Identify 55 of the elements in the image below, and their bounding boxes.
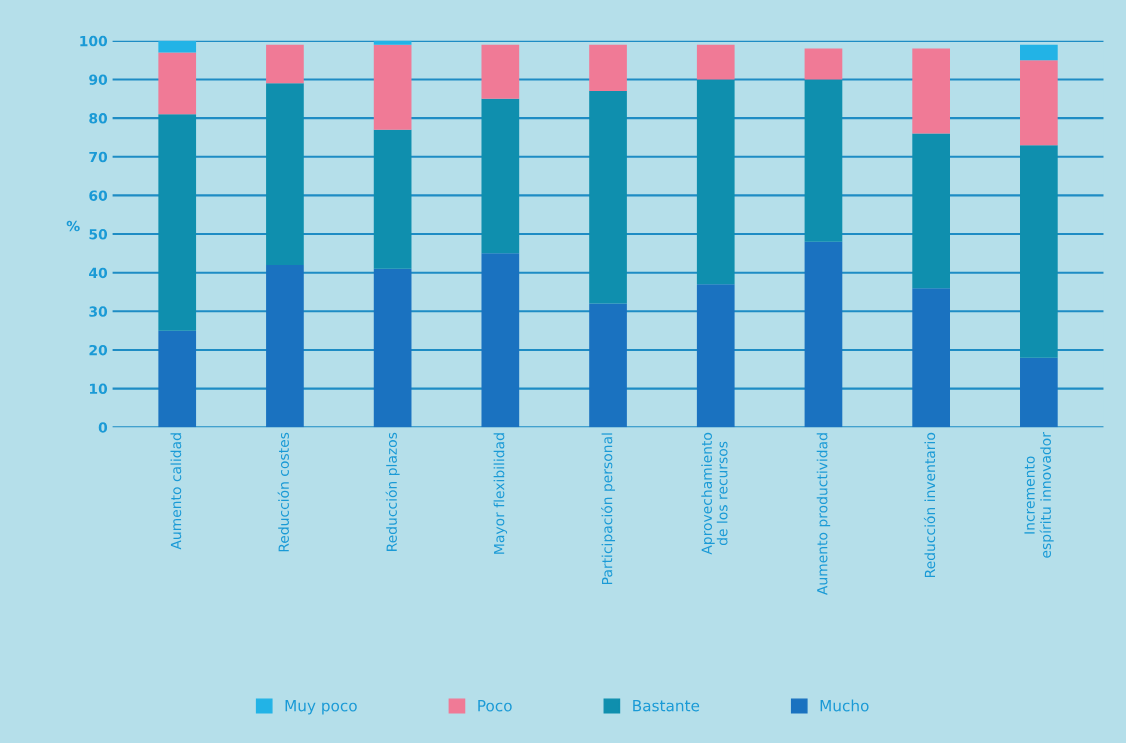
x-tick-label: Incremento espíritu innovador [1024, 432, 1054, 558]
legend-label: Muy poco [285, 700, 357, 715]
legend-label: Poco [478, 700, 512, 712]
y-tick-label: 40 [89, 267, 108, 279]
bar [1020, 60, 1058, 146]
bar [912, 133, 950, 289]
bar [912, 48, 950, 134]
x-tick-label: Aprovechamiento de los recursos [701, 432, 728, 555]
bar [696, 284, 735, 428]
y-tick-label: 20 [89, 344, 108, 356]
y-tick-label: 90 [89, 74, 108, 85]
bar [804, 79, 843, 242]
bar [804, 241, 843, 428]
bar [266, 264, 304, 428]
bar [266, 83, 304, 265]
x-tick-label: Mayor flexibilidad [493, 433, 508, 554]
x-tick-label: Reducción inventario [923, 432, 936, 578]
y-tick-label: 80 [89, 113, 108, 124]
y-tick-label: 100 [80, 35, 108, 47]
bar [373, 129, 412, 269]
bar [158, 40, 197, 53]
bar [158, 52, 197, 115]
bar [373, 44, 412, 130]
y-tick-label: 60 [89, 190, 108, 201]
bar [589, 91, 627, 304]
bar [158, 330, 197, 428]
bar [912, 288, 950, 428]
x-tick-label: Reducción costes [277, 432, 289, 552]
legend-label: Bastante [633, 700, 700, 712]
y-tick-label: 0 [98, 422, 108, 433]
bar [481, 98, 520, 254]
y-tick-label: 50 [89, 229, 108, 240]
bar [1020, 44, 1058, 61]
bar [589, 303, 627, 428]
bar [589, 44, 627, 92]
bar [1020, 145, 1058, 358]
bar [696, 44, 735, 80]
bar [696, 79, 735, 285]
bar [266, 44, 304, 84]
x-tick-label: Participación personal [601, 433, 616, 585]
y-tick-label: 70 [89, 151, 108, 163]
bar [804, 48, 843, 80]
y-axis-title: % [66, 220, 80, 232]
x-tick-label: Aumento productividad [816, 433, 831, 596]
y-tick-label: 10 [89, 383, 108, 395]
bar [481, 44, 520, 99]
bar [373, 40, 412, 45]
bar [481, 253, 520, 428]
bar [158, 114, 197, 331]
y-tick-label: 30 [89, 306, 108, 317]
x-tick-label: Aumento calidad [170, 433, 182, 550]
x-tick-label: Reducción plazos [385, 432, 400, 551]
bar [1020, 357, 1058, 428]
legend-label: Mucho [820, 699, 869, 712]
bar [373, 268, 412, 428]
